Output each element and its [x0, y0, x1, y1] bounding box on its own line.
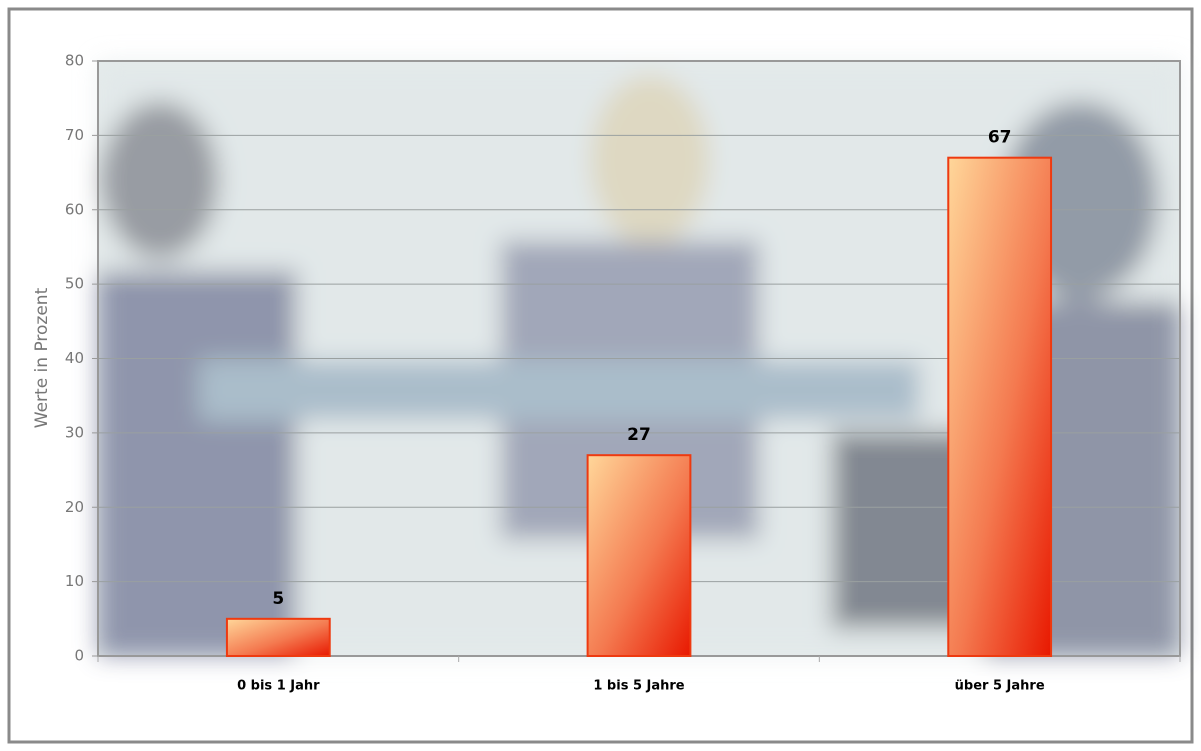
y-tick-label: 0	[74, 647, 84, 665]
y-tick-label: 40	[65, 349, 84, 367]
y-tick-label: 50	[65, 275, 84, 293]
y-tick-label: 10	[65, 572, 84, 590]
bar	[947, 156, 1053, 657]
x-tick-label: 0 bis 1 Jahr	[237, 679, 320, 694]
bar	[225, 617, 331, 657]
bar	[586, 454, 692, 657]
value-label: 5	[272, 589, 284, 609]
y-tick-label: 60	[65, 200, 84, 218]
y-axis-label: Werte in Prozent	[32, 287, 52, 428]
value-label: 67	[988, 128, 1012, 148]
y-tick-label: 80	[65, 52, 84, 70]
y-tick-label: 20	[65, 498, 84, 516]
y-tick-label: 70	[65, 126, 84, 144]
value-label: 27	[627, 425, 651, 445]
x-tick-label: 1 bis 5 Jahre	[593, 679, 684, 694]
x-tick-label: über 5 Jahre	[955, 679, 1045, 694]
y-tick-label: 30	[65, 423, 84, 441]
